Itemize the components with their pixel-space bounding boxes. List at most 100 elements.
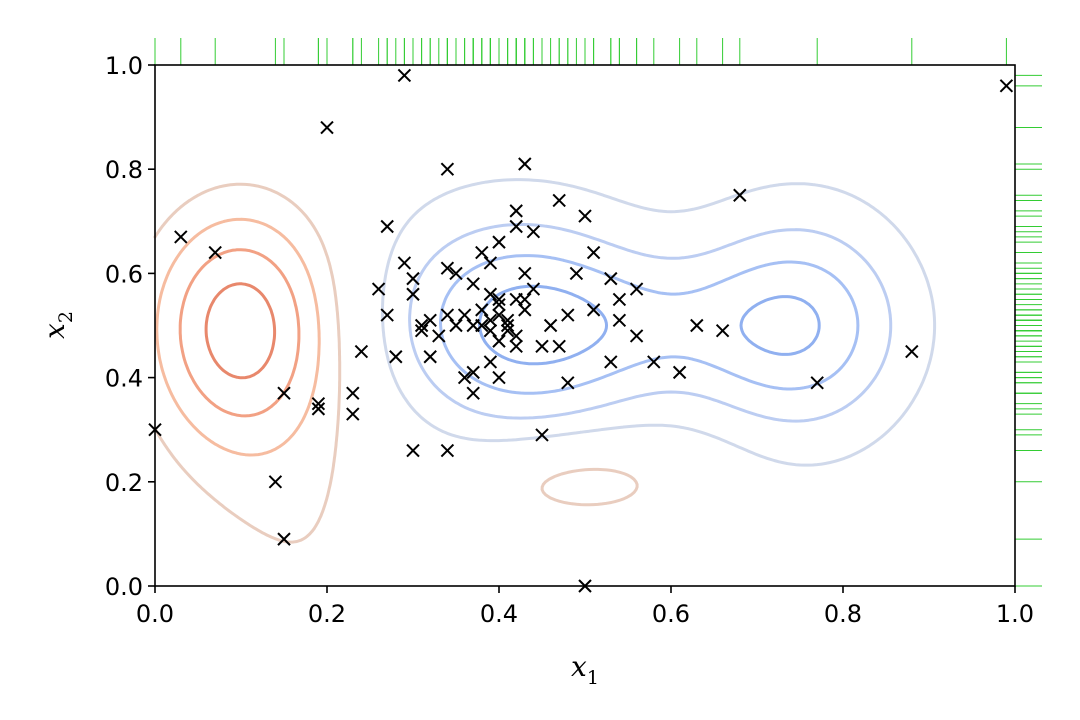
data-point <box>457 370 472 385</box>
data-point <box>535 339 549 354</box>
x-tick-label: 0.6 <box>652 600 690 628</box>
data-point <box>346 386 360 400</box>
data-point <box>500 324 515 338</box>
data-point <box>733 188 747 202</box>
data-point <box>492 292 506 307</box>
data-point <box>346 407 360 421</box>
x-axis-ticks: 0.0 0.2 0.4 0.6 0.8 1.0 <box>136 586 1034 628</box>
data-point <box>432 329 446 343</box>
plot-frame <box>154 64 1016 587</box>
x-tick-label: 0.8 <box>824 600 862 628</box>
data-point <box>414 318 429 333</box>
data-point <box>586 303 601 317</box>
data-point <box>535 428 549 442</box>
data-point <box>277 532 291 546</box>
data-point <box>483 313 498 327</box>
data-point <box>543 318 558 333</box>
data-point <box>406 287 420 301</box>
data-point <box>380 219 394 234</box>
data-point <box>440 308 455 322</box>
rug-right <box>1015 74 1042 587</box>
data-point <box>690 318 704 333</box>
data-point <box>483 256 498 270</box>
y-axis-label: x2 <box>38 311 77 339</box>
data-point <box>526 225 541 239</box>
data-point <box>423 350 437 364</box>
y-tick-label: 0.8 <box>105 156 143 184</box>
contour-level-8 <box>478 284 821 366</box>
data-point <box>423 313 437 327</box>
data-point <box>268 475 283 489</box>
data-point <box>475 245 489 260</box>
data-point <box>208 245 222 260</box>
data-point <box>406 443 420 458</box>
data-point <box>466 277 480 291</box>
data-point <box>483 287 498 301</box>
data-point <box>561 308 575 322</box>
data-point <box>466 365 480 380</box>
data-point <box>999 79 1014 93</box>
data-point <box>509 329 523 343</box>
data-point <box>174 230 188 244</box>
data-point <box>466 386 480 400</box>
contour-lines <box>153 178 937 544</box>
data-point <box>483 324 498 338</box>
data-point <box>612 292 627 307</box>
data-point <box>552 193 566 208</box>
y-tick-label: 0.2 <box>105 469 143 497</box>
data-point <box>629 282 644 296</box>
data-point <box>354 344 369 359</box>
y-tick-label: 0.6 <box>105 260 143 288</box>
y-tick-label: 0.0 <box>105 573 143 601</box>
data-point <box>414 324 429 338</box>
data-point <box>526 282 541 296</box>
data-point <box>509 339 523 354</box>
data-point <box>406 271 420 286</box>
data-point <box>518 292 532 307</box>
data-point <box>500 313 515 327</box>
data-point <box>518 303 532 317</box>
data-point <box>905 344 919 359</box>
data-point <box>475 318 489 333</box>
x-tick-label: 0.2 <box>308 600 346 628</box>
data-point <box>380 308 394 322</box>
contour-level-5 <box>381 178 937 467</box>
data-point <box>449 266 463 281</box>
contour-level-1 <box>204 282 277 380</box>
data-point <box>449 318 463 333</box>
data-point <box>629 329 644 343</box>
data-point <box>457 308 472 322</box>
rug-top <box>154 38 1007 65</box>
y-axis-ticks: 0.0 0.2 0.4 0.6 0.8 1.0 <box>105 52 155 601</box>
data-point <box>440 162 455 176</box>
data-point <box>492 235 506 249</box>
data-point <box>397 256 412 270</box>
data-point <box>475 303 489 317</box>
x-tick-label: 0.0 <box>136 600 174 628</box>
data-point <box>604 355 618 369</box>
data-point <box>320 120 334 135</box>
data-markers <box>148 68 1014 593</box>
data-point <box>509 204 523 218</box>
data-point <box>311 402 326 416</box>
data-point <box>389 350 403 364</box>
data-point <box>277 386 291 400</box>
data-point <box>440 261 455 275</box>
contour-level-2 <box>178 248 301 418</box>
data-point <box>578 209 592 223</box>
data-point <box>586 245 601 260</box>
data-point <box>311 396 326 411</box>
data-point <box>552 339 566 354</box>
data-point <box>518 157 532 171</box>
data-point <box>647 355 661 369</box>
data-point <box>715 324 730 338</box>
x-axis-label: x1 <box>571 650 599 689</box>
data-point <box>397 68 412 83</box>
data-point <box>500 318 515 333</box>
contour-level-3 <box>155 217 321 457</box>
data-point <box>483 355 498 369</box>
y-tick-label: 1.0 <box>105 52 143 80</box>
x-tick-label: 1.0 <box>996 600 1034 628</box>
data-point <box>810 376 824 390</box>
